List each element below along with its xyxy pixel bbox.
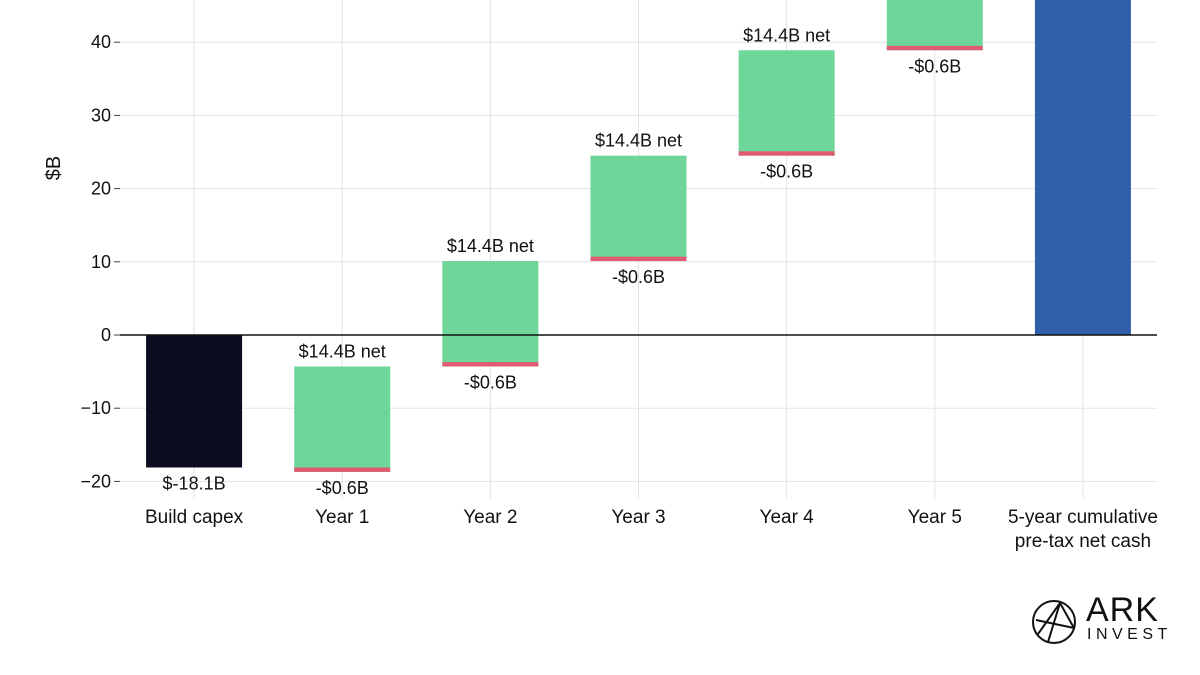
opex-bar bbox=[886, 45, 983, 51]
y-tick-label: 20 bbox=[91, 179, 111, 199]
opex-value-label: -$0.6B bbox=[316, 478, 369, 498]
x-tick-label: Year 4 bbox=[760, 507, 815, 528]
opex-value-label: -$0.6B bbox=[760, 162, 813, 182]
net-gain-bar bbox=[738, 50, 835, 156]
opex-value-label: -$0.6B bbox=[908, 56, 961, 76]
logo-wordmark: ARK bbox=[1086, 591, 1159, 629]
axis-layer: −20 −10 0 10 20 30 40 $B Build capex Year 1 Year 2… bbox=[43, 32, 1158, 552]
logo-subtitle: INVEST bbox=[1087, 626, 1172, 643]
opex-value-label: -$0.6B bbox=[464, 372, 517, 392]
x-tick-label: Year 1 bbox=[315, 507, 369, 528]
opex-bar bbox=[590, 256, 687, 262]
opex-bar bbox=[738, 151, 835, 156]
capex-value-label: $-18.1B bbox=[163, 473, 226, 493]
net-value-label: $14.4B net bbox=[447, 236, 534, 256]
capex-bar bbox=[146, 335, 243, 468]
net-value-label: $14.4B net bbox=[299, 341, 386, 361]
net-value-label: $14.4B net bbox=[595, 131, 682, 151]
y-tick-label: 40 bbox=[91, 32, 111, 52]
ark-invest-logo: ARK INVEST bbox=[1030, 591, 1167, 648]
x-tick-label: pre-tax net cash bbox=[1015, 531, 1151, 552]
ark-logo-icon bbox=[1032, 600, 1076, 644]
y-tick-label: 0 bbox=[101, 325, 111, 345]
y-tick-label: −20 bbox=[80, 471, 111, 491]
x-tick-label: Year 3 bbox=[611, 507, 665, 528]
opex-bar bbox=[442, 362, 539, 367]
x-tick-label: Build capex bbox=[145, 507, 244, 528]
opex-bar bbox=[294, 467, 391, 472]
net-gain-bar bbox=[886, 0, 983, 51]
net-value-label: $14.4B net bbox=[743, 25, 830, 45]
net-gain-bar bbox=[590, 155, 687, 262]
y-axis-title: $B bbox=[43, 156, 65, 180]
x-tick-label: Year 2 bbox=[463, 507, 517, 528]
grid-layer bbox=[120, 0, 1157, 499]
net-gain-bar bbox=[442, 261, 539, 367]
y-tick-label: 10 bbox=[91, 252, 111, 272]
net-gain-bar bbox=[294, 366, 391, 472]
bars-layer bbox=[146, 0, 1131, 472]
x-tick-label: Year 5 bbox=[908, 507, 962, 528]
cumulative-total-bar bbox=[1034, 0, 1131, 336]
x-tick-label: 5-year cumulative bbox=[1008, 507, 1158, 528]
y-tick-label: −10 bbox=[80, 398, 111, 418]
labels-layer: $-18.1B $14.4B net -$0.6B $14.4B net -$0.6B $… bbox=[163, 25, 962, 498]
opex-value-label: -$0.6B bbox=[612, 267, 665, 287]
y-tick-label: 30 bbox=[91, 105, 111, 125]
